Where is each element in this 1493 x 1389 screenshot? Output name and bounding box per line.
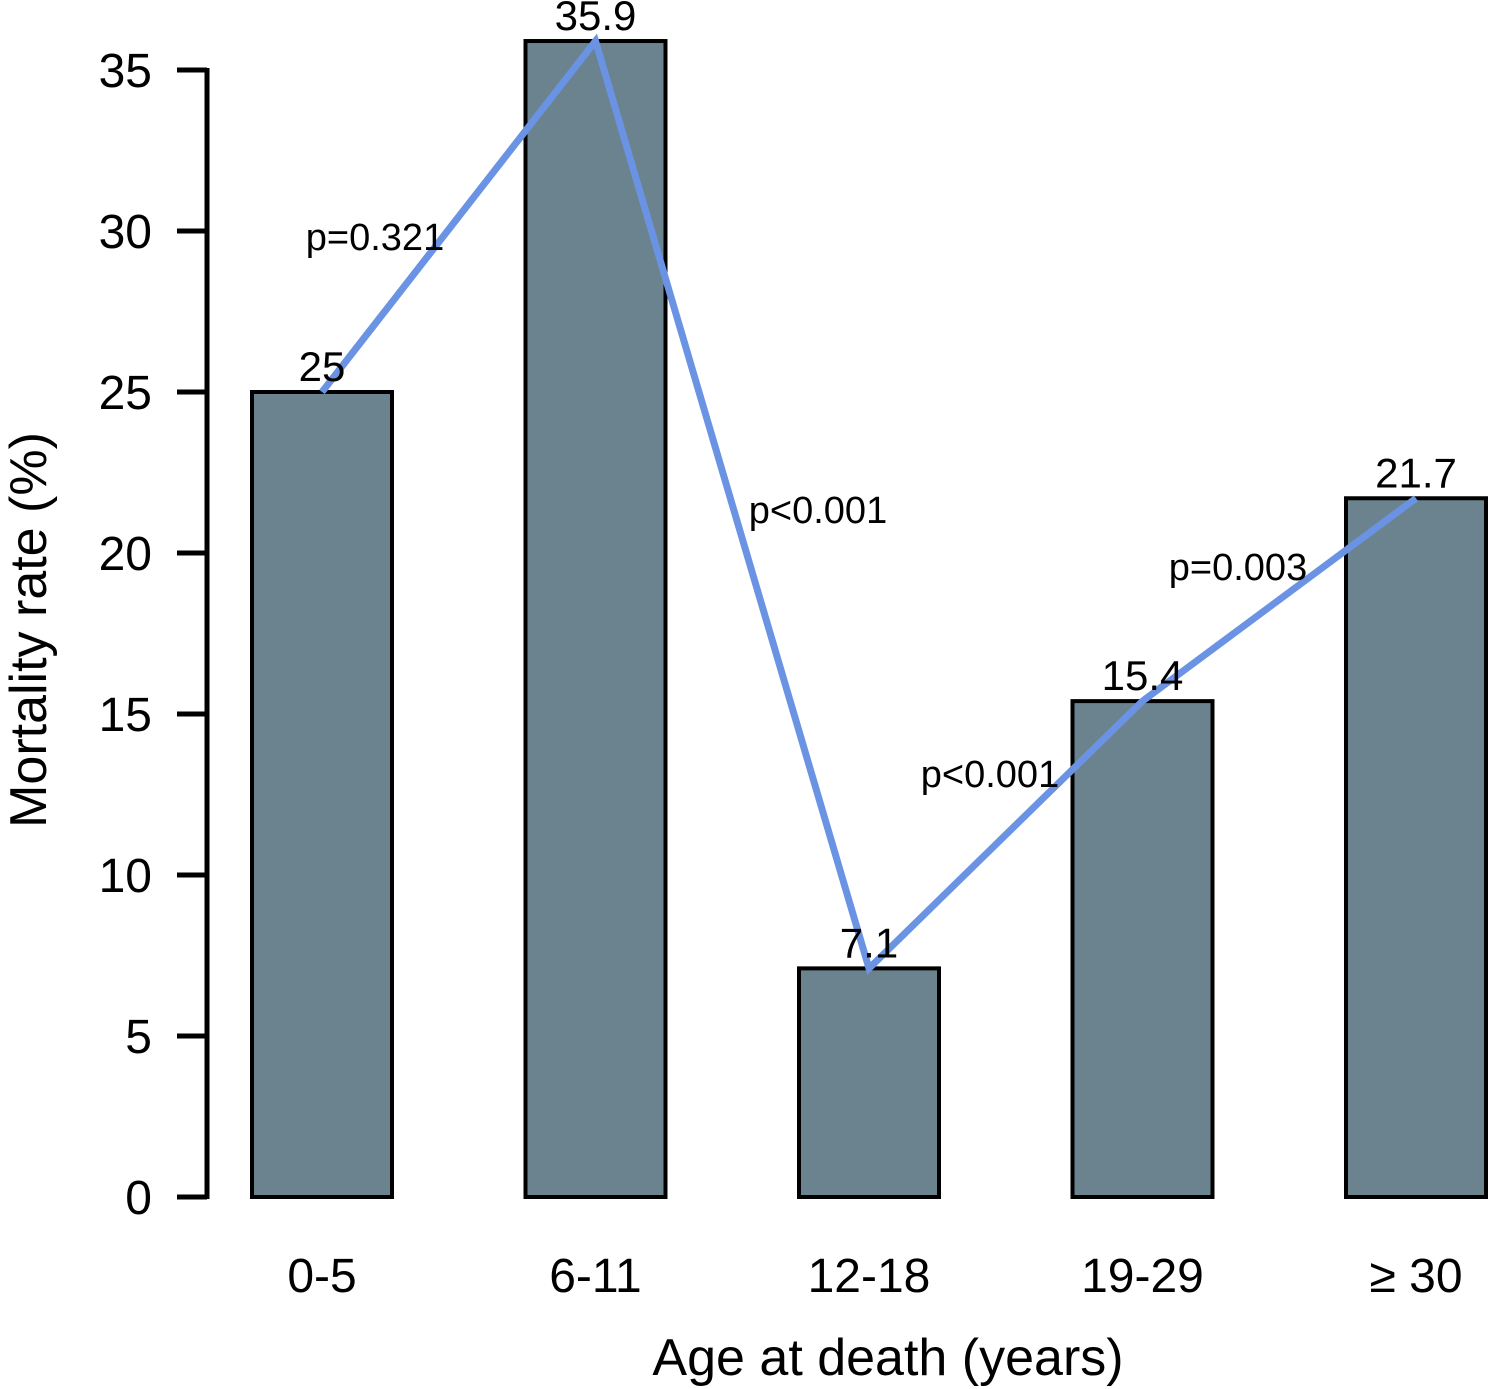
p-value-label: p=0.003: [1169, 547, 1307, 589]
x-category-label: 19-29: [1081, 1250, 1204, 1303]
y-tick-label: 30: [99, 206, 152, 259]
y-tick-label: 10: [99, 850, 152, 903]
value-labels: 25 35.9 7.1 15.4 21.7: [299, 0, 1457, 966]
p-value-label: p<0.001: [749, 490, 887, 532]
y-tick-label: 15: [99, 689, 152, 742]
p-value-label: p=0.321: [306, 217, 444, 259]
y-tick-label: 35: [99, 45, 152, 98]
x-category-label: 0-5: [287, 1250, 356, 1303]
bar-6-11: [523, 39, 668, 1199]
x-category-label: 6-11: [549, 1250, 642, 1303]
y-tick-label: 25: [99, 367, 152, 420]
bars: [250, 39, 1488, 1199]
p-value-label: p<0.001: [921, 754, 1059, 796]
p-value-annotations: p=0.321 p<0.001 p<0.001 p=0.003: [306, 217, 1307, 796]
y-tick-label: 20: [99, 528, 152, 581]
x-axis-labels: 0-5 6-11 12-18 19-29 ≥ 30: [287, 1250, 1462, 1303]
x-axis-title: Age at death (years): [652, 1329, 1123, 1387]
bar-0-5: [250, 390, 394, 1199]
bar-value-label: 21.7: [1375, 449, 1457, 496]
bar-19-29: [1070, 699, 1215, 1199]
trend-line: [319, 33, 1419, 975]
bar-12-18: [797, 966, 941, 1199]
x-category-label: ≥ 30: [1369, 1250, 1462, 1303]
x-category-label: 12-18: [808, 1250, 931, 1303]
y-tick-label: 5: [125, 1011, 152, 1064]
bar-value-label: 35.9: [555, 0, 637, 39]
y-axis: 0 5 10 15 20 25 30 35: [99, 45, 210, 1225]
y-axis-title: Mortality rate (%): [0, 432, 58, 828]
trend-polyline: [319, 33, 1419, 975]
y-tick-label: 0: [125, 1172, 152, 1225]
bar-≥ 30: [1344, 496, 1488, 1199]
bar-value-label: 25: [299, 343, 346, 390]
bar-value-label: 15.4: [1102, 652, 1184, 699]
bar-value-label: 7.1: [840, 919, 898, 966]
